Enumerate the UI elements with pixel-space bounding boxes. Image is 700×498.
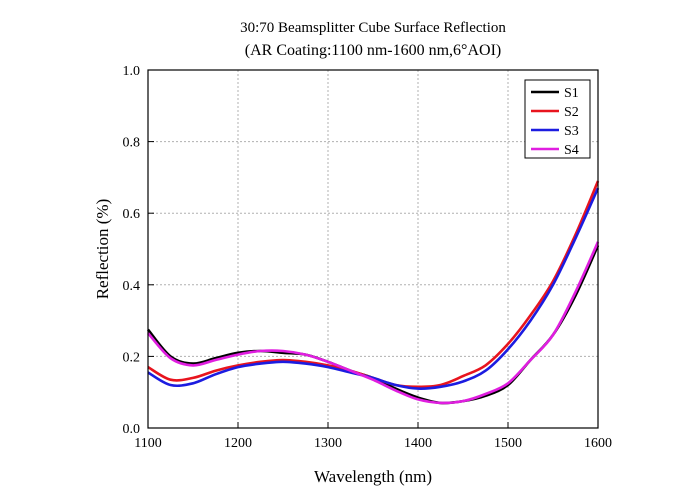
plot-frame [147,69,599,429]
series-line-s4 [147,241,600,405]
y-tick-label: 0.6 [123,207,141,222]
x-tick-label: 1100 [134,436,161,451]
legend-label-s4: S4 [564,143,579,158]
y-tick-label: 0.4 [123,279,141,294]
y-tick-label: 0.2 [123,350,141,365]
x-tick-label: 1300 [314,436,342,451]
x-tick-label: 1600 [584,436,612,451]
y-tick-label: 0.8 [123,136,141,151]
y-axis-label: Reflection (%) [93,199,112,300]
x-tick-label: 1500 [494,436,522,451]
chart-subtitle: (AR Coating:1100 nm-1600 nm,6°AOI) [244,42,502,59]
legend-label-s3: S3 [564,124,579,139]
legend-label-s2: S2 [564,105,579,120]
series-lines [146,180,600,405]
x-axis-label: Wavelength (nm) [314,467,432,486]
x-tick-label: 1400 [404,436,432,451]
chart-title: 30:70 Beamsplitter Cube Surface Reflecti… [240,20,506,36]
y-tick-label: 0.0 [123,422,141,437]
y-tick-label: 1.0 [123,64,141,79]
series-line-s3 [147,187,600,390]
grid [148,70,598,428]
axis-ticks: 1100 1200 1300 1400 1500 1600 0.0 0.2 0.4 0.6 0.8 1… [123,64,613,451]
legend: S1 S2 S3 S4 [524,79,591,159]
x-tick-label: 1200 [224,436,252,451]
legend-label-s1: S1 [564,86,579,101]
